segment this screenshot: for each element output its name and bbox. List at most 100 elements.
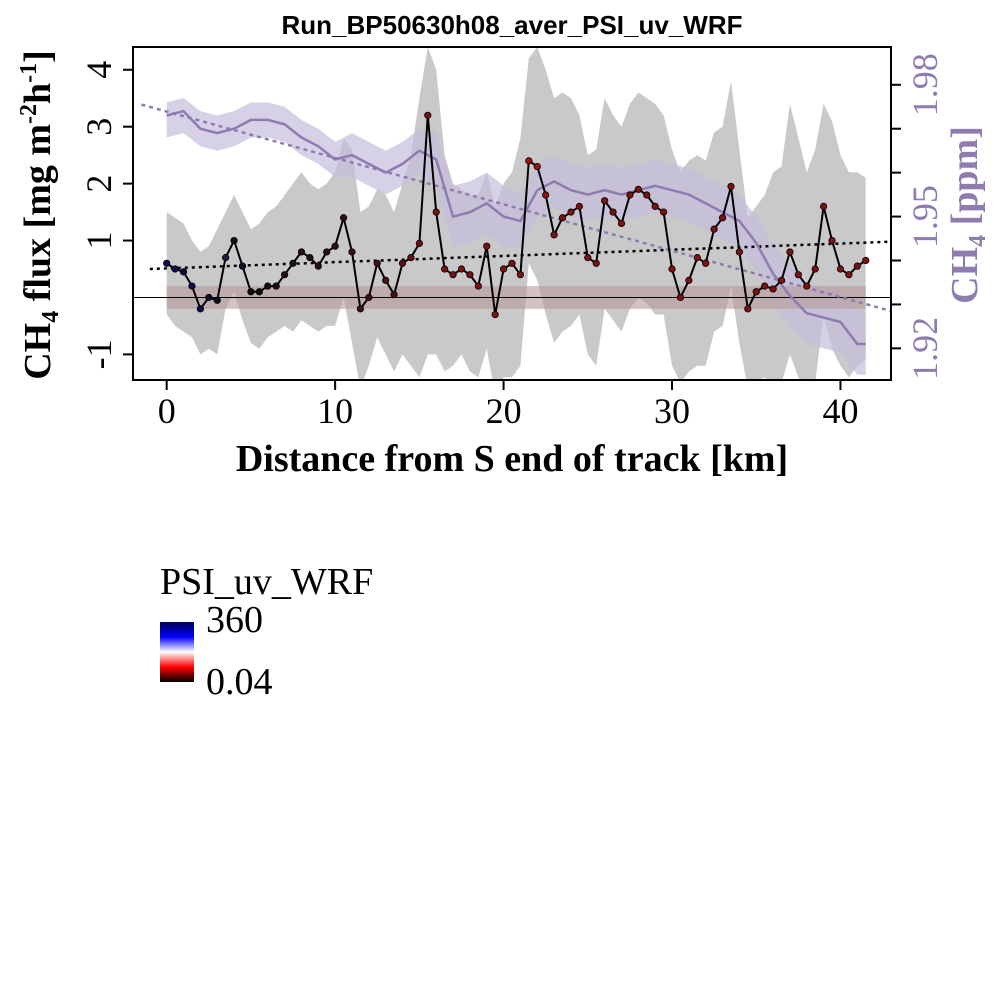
plot-frame xyxy=(132,46,892,381)
legend-min-label: 0.04 xyxy=(206,661,273,703)
flux-point xyxy=(179,268,188,276)
ch4-line-path xyxy=(166,109,866,346)
flux-point xyxy=(171,265,179,273)
x-tick-label: 40 xyxy=(822,391,858,431)
flux-point xyxy=(626,191,634,199)
flux-point xyxy=(297,248,306,256)
flux-point xyxy=(584,254,592,262)
flux-point xyxy=(550,231,558,239)
flux-point xyxy=(516,271,525,279)
flux-point xyxy=(710,225,718,233)
flux-point xyxy=(348,248,356,256)
flux-point xyxy=(567,208,575,216)
x-tick-label: 20 xyxy=(486,391,522,431)
flux-point xyxy=(727,182,735,191)
y-tick-label: -1 xyxy=(79,339,119,369)
y-tick-label: 2 xyxy=(79,175,119,193)
flux-point xyxy=(441,265,449,273)
flux-point xyxy=(365,293,373,302)
flux-point xyxy=(449,271,457,279)
flux-point xyxy=(668,265,676,273)
flux-point xyxy=(255,288,263,296)
flux-point xyxy=(499,265,508,273)
y-axis: -1 1 2 3 4 xyxy=(79,61,133,369)
flux-point xyxy=(525,157,533,165)
flux-point xyxy=(424,111,432,119)
flux-point xyxy=(601,197,609,205)
flux-point xyxy=(264,282,272,290)
y2-axis: 1.92 1.95 1.98 xyxy=(891,53,945,380)
flux-point xyxy=(466,271,474,279)
flux-point xyxy=(575,202,583,210)
ch4-concentration-line xyxy=(166,109,866,346)
flux-point xyxy=(247,288,255,296)
flux-point xyxy=(862,256,870,265)
y2-tick-label: 1.98 xyxy=(905,53,945,116)
x-axis: 0 10 20 30 40 xyxy=(158,380,858,431)
flux-point xyxy=(558,214,567,222)
flux-point xyxy=(280,271,289,279)
flux-point xyxy=(609,208,617,216)
flux-point xyxy=(238,262,247,270)
flux-point xyxy=(542,191,550,199)
flux-point xyxy=(828,236,836,245)
legend-max-label: 360 xyxy=(206,599,263,641)
y2-axis-title: CH4 [ppm] xyxy=(944,126,991,304)
y2-tick-label: 1.95 xyxy=(905,185,945,248)
flux-point xyxy=(592,259,600,267)
legend-title: PSI_uv_WRF xyxy=(160,561,373,603)
flux-point xyxy=(188,282,196,290)
flux-point xyxy=(163,259,171,267)
flux-point xyxy=(685,276,693,284)
flux-point xyxy=(508,259,516,267)
flux-point xyxy=(457,265,466,273)
flux-point xyxy=(533,162,541,171)
flux-point xyxy=(474,282,482,290)
ch4-trend-line xyxy=(141,103,891,313)
y-tick-label: 4 xyxy=(79,61,119,79)
flux-trend-line xyxy=(149,240,891,271)
x-tick-label: 30 xyxy=(654,391,690,431)
flux-point xyxy=(643,191,651,199)
flux-point xyxy=(306,254,314,262)
flux-point xyxy=(390,291,398,299)
x-tick-label: 0 xyxy=(158,391,176,431)
ch4-uncertainty-band xyxy=(166,98,866,375)
flux-point xyxy=(777,276,786,284)
flux-point xyxy=(836,265,845,273)
flux-point xyxy=(676,293,685,302)
flux-point xyxy=(205,293,213,302)
flux-point xyxy=(820,202,828,210)
flux-point xyxy=(230,236,238,245)
flux-point xyxy=(769,285,777,293)
flux-point xyxy=(356,305,364,313)
flux-point xyxy=(398,259,407,267)
flux-point xyxy=(659,208,668,216)
flux-point xyxy=(845,271,853,279)
flux-point xyxy=(693,254,701,262)
y-tick-label: 1 xyxy=(79,232,119,250)
chart-title: Run_BP50630h08_aver_PSI_uv_WRF xyxy=(281,10,742,40)
flux-point xyxy=(213,296,221,304)
y2-tick-label: 1.92 xyxy=(905,317,945,380)
legend-color-bar xyxy=(160,622,194,682)
x-axis-title: Distance from S end of track [km] xyxy=(236,438,788,480)
flux-point xyxy=(491,310,499,319)
flux-point xyxy=(382,276,390,284)
flux-point xyxy=(811,265,819,273)
flux-point xyxy=(617,219,626,228)
flux-point xyxy=(373,259,381,267)
x-tick-label: 10 xyxy=(317,391,353,431)
flux-point xyxy=(483,242,491,250)
flux-point xyxy=(407,254,415,262)
flux-point xyxy=(196,305,204,313)
flux-point xyxy=(761,282,769,290)
flux-point xyxy=(744,305,752,313)
flux-point xyxy=(853,262,861,270)
ch4-band-area xyxy=(166,98,866,375)
flux-point xyxy=(752,288,760,296)
trend-lines xyxy=(141,103,891,313)
flux-point xyxy=(735,248,744,256)
flux-point xyxy=(415,239,423,247)
flux-points xyxy=(163,111,870,319)
